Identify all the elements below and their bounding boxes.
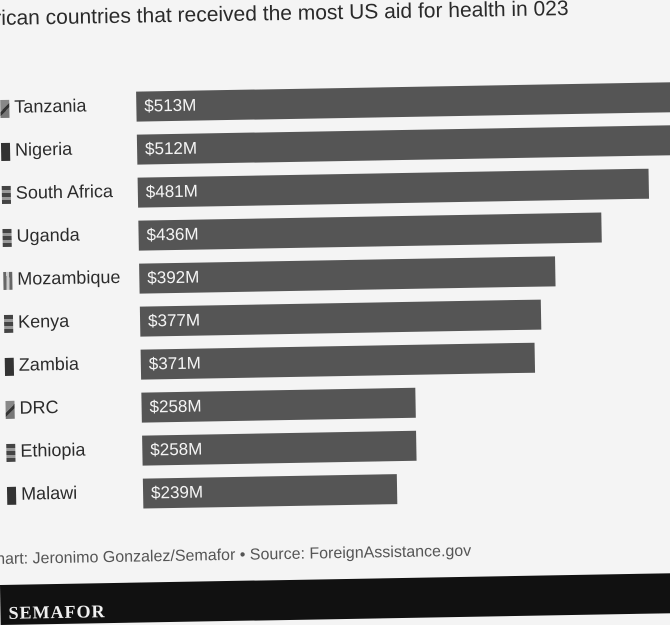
bar <box>138 212 602 251</box>
category-label: Nigeria <box>14 138 73 160</box>
bar-value-label: $512M <box>144 138 198 159</box>
chart-title: rican countries that received the most U… <box>0 0 569 30</box>
category-label: Ethiopia <box>20 439 86 461</box>
category-label: Mozambique <box>17 266 121 289</box>
flag-icon <box>2 228 12 247</box>
bar-value-label: $258M <box>150 439 203 460</box>
category-label: Kenya <box>17 310 70 332</box>
bar-value-label: $481M <box>145 181 198 202</box>
flag-icon <box>6 443 16 462</box>
bar <box>136 82 670 122</box>
bar-value-label: $377M <box>147 310 201 331</box>
bar-chart: Tanzania $513M Nigeria $512M South Africa $48… <box>0 76 670 528</box>
bar-value-label: $239M <box>150 482 204 503</box>
category-label: Malawi <box>20 482 78 504</box>
bar <box>136 125 670 165</box>
category-label: Tanzania <box>14 95 87 117</box>
flag-icon <box>3 271 13 290</box>
category-label: Uganda <box>16 224 80 246</box>
bar-value-label: $513M <box>144 95 197 116</box>
flag-icon <box>3 314 14 333</box>
bar-value-label: $258M <box>149 396 202 417</box>
flag-icon <box>6 486 17 505</box>
flag-icon <box>1 185 12 204</box>
flag-icon <box>0 99 10 118</box>
chart-credit: hart: Jeronimo Gonzalez/Semafor • Source… <box>0 542 472 568</box>
semafor-logo: SEMAFOR <box>8 601 106 623</box>
flag-icon <box>0 142 11 161</box>
bar-value-label: $436M <box>146 224 199 245</box>
flag-icon <box>4 357 15 376</box>
category-label: Zambia <box>18 353 80 375</box>
flag-icon <box>5 400 15 419</box>
category-label: DRC <box>19 397 59 418</box>
category-label: South Africa <box>15 181 114 203</box>
bar-value-label: $371M <box>148 353 201 374</box>
footer-bar: SEMAFOR <box>0 573 670 625</box>
bar <box>137 168 650 208</box>
bar-value-label: $392M <box>147 267 200 288</box>
bar <box>139 256 556 294</box>
